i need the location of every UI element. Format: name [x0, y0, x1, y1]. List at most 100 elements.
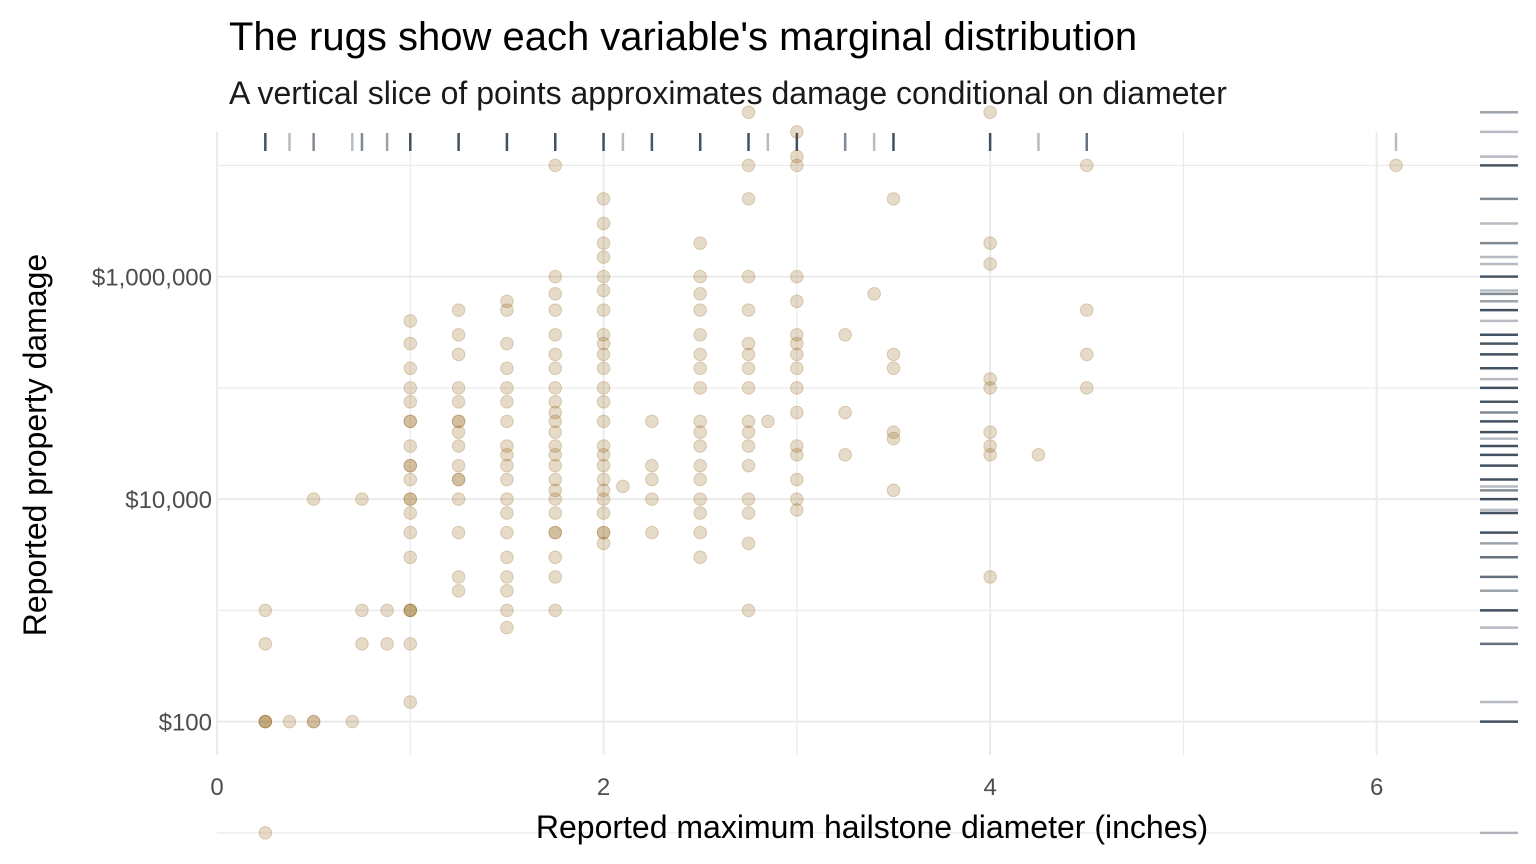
data-point: [1079, 381, 1094, 395]
data-point: [345, 714, 360, 729]
data-point: [741, 158, 756, 173]
data-point: [451, 458, 466, 473]
data-point: [790, 125, 804, 139]
data-point: [258, 714, 273, 729]
data-point: [258, 714, 273, 729]
data-point: [282, 714, 297, 729]
data-point: [693, 361, 708, 376]
data-point: [596, 327, 611, 342]
data-point: [741, 269, 756, 284]
data-point: [886, 431, 901, 446]
data-point: [1389, 158, 1403, 173]
data-point: [596, 283, 611, 298]
data-point: [596, 303, 611, 317]
data-point: [548, 381, 563, 395]
data-point: [500, 336, 514, 351]
data-point: [1079, 158, 1094, 173]
data-point: [451, 303, 466, 317]
data-point: [983, 236, 997, 250]
data-point: [500, 439, 514, 453]
data-point: [548, 550, 563, 565]
y-axis-title: Reported property damage: [17, 254, 53, 636]
data-point: [693, 327, 708, 342]
data-point: [790, 269, 804, 284]
data-point: [548, 269, 563, 284]
data-point: [258, 826, 273, 840]
data-point: [500, 492, 514, 506]
data-point: [886, 483, 901, 498]
data-point: [500, 458, 514, 473]
data-point: [451, 327, 466, 342]
y-tick-label: $10,000: [125, 487, 212, 514]
data-point: [500, 381, 514, 395]
data-point: [741, 414, 756, 429]
data-point: [403, 314, 418, 328]
data-point: [500, 620, 514, 635]
data-point: [548, 361, 563, 376]
data-point: [548, 347, 563, 362]
data-point: [548, 458, 563, 473]
data-point: [548, 448, 563, 462]
data-point: [596, 269, 611, 284]
data-point: [983, 105, 997, 120]
data-point: [596, 525, 611, 540]
x-tick-label: 4: [983, 774, 996, 801]
data-point: [790, 472, 804, 487]
data-point: [451, 525, 466, 540]
grid-lines: [216, 132, 1518, 834]
data-point: [596, 347, 611, 362]
data-point: [500, 448, 514, 462]
data-point: [596, 236, 611, 250]
data-point: [403, 492, 418, 506]
data-point: [548, 405, 563, 420]
data-point: [548, 603, 563, 618]
data-point: [403, 525, 418, 540]
data-point: [451, 425, 466, 439]
data-point: [403, 458, 418, 473]
data-point: [886, 425, 901, 439]
data-point: [693, 506, 708, 520]
data-point: [500, 361, 514, 376]
data-point: [886, 347, 901, 362]
data-point: [983, 257, 997, 271]
data-point: [500, 472, 514, 487]
data-point: [403, 361, 418, 376]
data-point: [500, 570, 514, 584]
data-point: [741, 361, 756, 376]
data-point: [1031, 448, 1046, 462]
y-tick-label: $1,000,000: [92, 265, 212, 292]
data-point: [500, 303, 514, 317]
data-point: [693, 550, 708, 565]
data-point: [693, 458, 708, 473]
data-point: [741, 425, 756, 439]
data-point: [741, 439, 756, 453]
top-rug: [264, 133, 1398, 151]
data-point: [403, 603, 418, 618]
data-point: [596, 381, 611, 395]
data-point: [741, 536, 756, 551]
data-point: [596, 483, 611, 498]
data-point: [306, 492, 321, 506]
data-point: [596, 472, 611, 487]
data-point: [548, 414, 563, 429]
data-point: [790, 158, 804, 173]
data-point: [693, 287, 708, 301]
data-point: [548, 525, 563, 540]
data-point: [548, 483, 563, 498]
data-point: [761, 414, 775, 429]
data-point: [741, 506, 756, 520]
x-tick-label: 6: [1370, 774, 1383, 801]
data-point: [838, 448, 852, 462]
data-point: [548, 525, 563, 540]
data-point: [693, 381, 708, 395]
chart-title: The rugs show each variable's marginal d…: [229, 15, 1137, 59]
data-point: [596, 336, 611, 351]
data-point: [790, 361, 804, 376]
data-point: [596, 192, 611, 206]
data-point: [616, 479, 630, 494]
data-point: [500, 525, 514, 540]
data-point: [790, 149, 804, 164]
data-point: [741, 105, 756, 120]
data-point: [548, 472, 563, 487]
data-point: [886, 361, 901, 376]
